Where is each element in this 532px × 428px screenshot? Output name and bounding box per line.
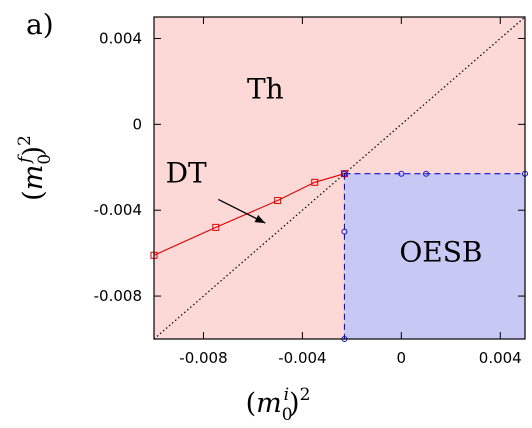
- y-axis-label-power: 2: [15, 135, 35, 146]
- plot-regions: [154, 17, 525, 339]
- y-axis-label-sub: 0: [35, 154, 55, 165]
- y-tick-label: 0: [132, 115, 142, 133]
- region-oesb: [344, 173, 525, 339]
- x-tick-label: -0.004: [278, 349, 326, 367]
- plot-border: [153, 16, 526, 340]
- plot-labels: Th OESB DT: [166, 73, 483, 269]
- panel-label: a): [26, 8, 54, 41]
- series-OESB-boundary-marker: [398, 170, 405, 177]
- y-axis-label-close: ): [18, 146, 49, 157]
- plot-lines: [153, 16, 526, 340]
- x-axis-label: (m0i)2: [246, 385, 311, 425]
- x-axis-label-open: (: [246, 388, 257, 419]
- plot-frame: [153, 16, 526, 340]
- y-axis-label-open: (: [18, 190, 49, 201]
- series-DT-marker: [274, 197, 282, 205]
- x-axis-label-var: m: [256, 388, 282, 419]
- y-axis-label-sup: f: [15, 154, 35, 165]
- region-label-th: Th: [247, 73, 284, 106]
- y-axis-label: (m0f)2: [15, 135, 55, 201]
- x-tick-label: -0.008: [179, 349, 227, 367]
- annotation-arrow-head: [254, 215, 266, 224]
- x-axis-label-close: ): [289, 388, 300, 419]
- series-OESB-boundary-marker: [341, 228, 348, 235]
- y-tick-label: -0.008: [94, 287, 142, 305]
- y-tick-label: 0.004: [99, 29, 142, 47]
- series-OESB-boundary-marker: [423, 170, 430, 177]
- series-DT-line: [153, 173, 345, 256]
- series-OESB-boundary-marker: [341, 170, 348, 177]
- series-DT-marker: [311, 178, 319, 186]
- x-tick-label: 0: [397, 349, 407, 367]
- y-tick-label: -0.004: [94, 201, 142, 219]
- x-tick-label: 0.004: [479, 349, 522, 367]
- x-axis-label-sup: i: [284, 385, 289, 405]
- series-diagonal-line: [153, 16, 526, 340]
- series-DT-marker: [212, 223, 220, 231]
- y-axis-label-var: m: [18, 165, 49, 191]
- region-label-oesb: OESB: [399, 236, 482, 269]
- plot-ticks: -0.008 -0.004 0 0.004 0.004 0 -0.004 -0.008: [94, 17, 525, 367]
- annotation-dt-label: DT: [166, 156, 207, 189]
- x-axis-label-sub: 0: [282, 405, 293, 425]
- x-axis-label-power: 2: [300, 385, 311, 405]
